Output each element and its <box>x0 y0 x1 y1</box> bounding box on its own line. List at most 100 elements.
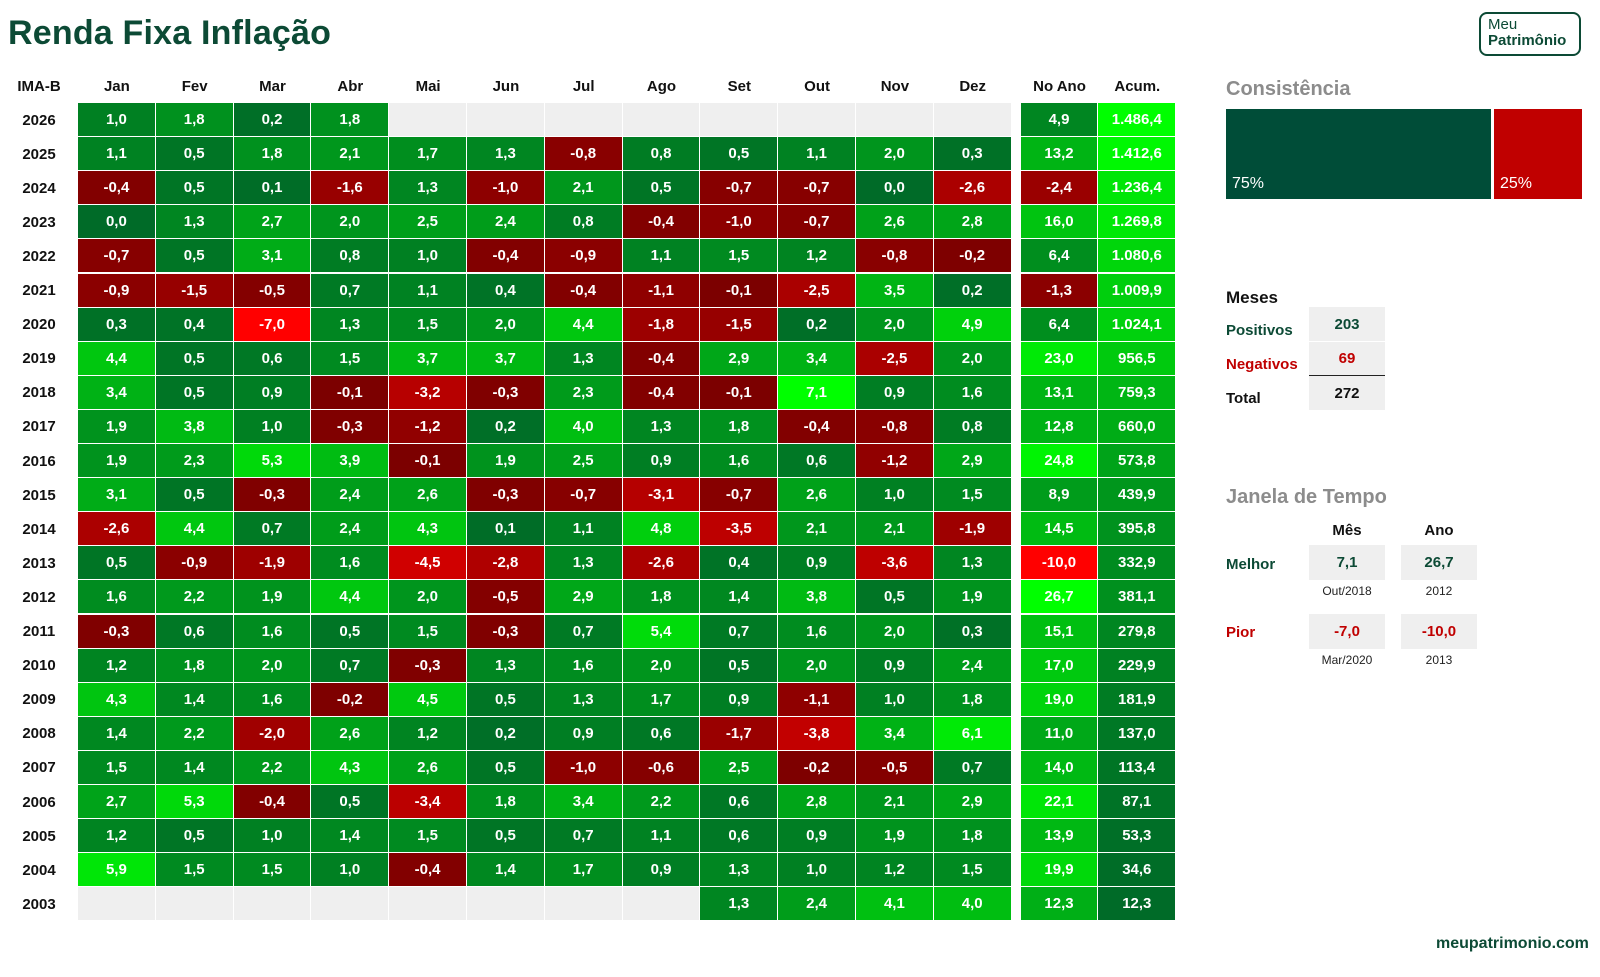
heatmap-cell: 4,5 <box>389 682 467 717</box>
months-title: Meses <box>1226 288 1278 307</box>
month-header: Mar <box>259 77 286 95</box>
heatmap-cell: 1,6 <box>700 444 779 479</box>
heatmap-cell: 1,5 <box>155 853 234 888</box>
month-header: Jan <box>103 77 130 95</box>
heatmap-cell: 0,5 <box>622 171 701 206</box>
heatmap-cell: -0,2 <box>311 682 390 717</box>
heatmap-cell: -0,5 <box>856 750 934 785</box>
year-label: 2011 <box>22 623 56 641</box>
month-header: Fev <box>181 77 208 95</box>
col-year-header: Ano <box>1424 522 1454 539</box>
heatmap-cell: -0,4 <box>78 171 156 206</box>
heatmap-cell: 2,0 <box>622 648 701 683</box>
worst-year-date: 2013 <box>1425 653 1453 667</box>
year-label: 2003 <box>22 895 56 913</box>
heatmap-cell: -2,5 <box>856 341 934 376</box>
heatmap-cell: -0,1 <box>700 273 779 308</box>
year-total-cell: 24,8 <box>1020 444 1099 479</box>
heatmap-cell: 5,3 <box>233 444 312 479</box>
year-label: 2019 <box>22 350 56 368</box>
heatmap-cell: 1,6 <box>233 614 312 649</box>
heatmap-cell: -4,5 <box>389 546 467 581</box>
worst-label: Pior <box>1226 624 1256 641</box>
year-label: 2016 <box>22 452 56 470</box>
year-total-cell: 14,5 <box>1020 512 1099 547</box>
heatmap-cell: -3,1 <box>622 478 701 513</box>
heatmap-cell: -2,6 <box>933 171 1012 206</box>
heatmap-cell: 1,1 <box>389 273 467 308</box>
heatmap-cell: 1,3 <box>700 853 779 888</box>
heatmap-cell: 2,0 <box>856 137 934 172</box>
heatmap-cell: 2,7 <box>233 205 312 240</box>
heatmap-cell: -0,1 <box>700 375 779 410</box>
heatmap-cell: -0,4 <box>622 341 701 376</box>
heatmap-cell: 0,2 <box>233 103 312 138</box>
accumulated-cell: 137,0 <box>1098 716 1177 751</box>
best-year-value: 26,7 <box>1401 545 1477 580</box>
year-label: 2023 <box>22 213 56 231</box>
heatmap-cell-empty <box>544 887 623 922</box>
heatmap-cell: 2,0 <box>467 307 545 342</box>
heatmap-cell: 2,2 <box>155 716 234 751</box>
heatmap-cell: 2,5 <box>389 205 467 240</box>
heatmap-cell: 0,2 <box>467 716 545 751</box>
heatmap-cell: -1,2 <box>856 444 934 479</box>
heatmap-cell: 1,3 <box>311 307 390 342</box>
heatmap-cell: -0,8 <box>856 409 934 444</box>
year-label: 2018 <box>22 384 56 402</box>
year-label: 2022 <box>22 247 56 265</box>
heatmap-cell: 2,9 <box>700 341 779 376</box>
heatmap-cell: 2,9 <box>933 785 1012 820</box>
heatmap-cell: 1,3 <box>155 205 234 240</box>
heatmap-cell: 1,5 <box>389 307 467 342</box>
month-header: Abr <box>337 77 364 95</box>
heatmap-cell: 4,4 <box>544 307 623 342</box>
year-label: 2014 <box>22 520 56 538</box>
heatmap-cell: 2,4 <box>467 205 545 240</box>
heatmap-cell: 2,0 <box>856 614 934 649</box>
heatmap-cell: 0,4 <box>700 546 779 581</box>
heatmap-cell: -0,4 <box>778 409 856 444</box>
heatmap-cell-empty <box>389 103 467 138</box>
accumulated-cell: 1.009,9 <box>1098 273 1177 308</box>
heatmap-cell: 4,4 <box>78 341 156 376</box>
heatmap-cell: 0,6 <box>622 716 701 751</box>
heatmap-cell: -0,3 <box>467 614 545 649</box>
heatmap-cell: 1,1 <box>778 137 856 172</box>
heatmap-cell: 1,0 <box>233 409 312 444</box>
heatmap-cell: -0,7 <box>544 478 623 513</box>
year-total-cell: 19,9 <box>1020 853 1099 888</box>
heatmap-cell: 0,8 <box>311 239 390 274</box>
year-label: 2005 <box>22 827 56 845</box>
heatmap-cell: 0,2 <box>778 307 856 342</box>
accumulated-cell: 1.412,6 <box>1098 137 1177 172</box>
heatmap-cell: 2,0 <box>933 341 1012 376</box>
heatmap-cell: -0,4 <box>467 239 545 274</box>
heatmap-cell: 1,3 <box>467 137 545 172</box>
accumulated-cell: 279,8 <box>1098 614 1177 649</box>
heatmap-cell: -0,1 <box>311 375 390 410</box>
heatmap-cell: -0,5 <box>467 580 545 615</box>
accumulated-cell: 87,1 <box>1098 785 1177 820</box>
accumulated-cell: 660,0 <box>1098 409 1177 444</box>
heatmap-cell: 2,2 <box>622 785 701 820</box>
heatmap-cell: 0,9 <box>778 819 856 854</box>
heatmap-cell: -0,3 <box>78 614 156 649</box>
footer-site: meupatrimonio.com <box>1436 935 1589 952</box>
heatmap-cell: 1,0 <box>856 478 934 513</box>
heatmap-cell: 2,6 <box>311 716 390 751</box>
heatmap-cell: 1,3 <box>389 171 467 206</box>
heatmap-cell: 1,9 <box>467 444 545 479</box>
heatmap-cell: 2,6 <box>778 478 856 513</box>
heatmap-cell: -2,0 <box>233 716 312 751</box>
heatmap-cell: 1,8 <box>622 580 701 615</box>
time-window-title: Janela de Tempo <box>1226 486 1387 508</box>
heatmap-cell: 6,1 <box>933 716 1012 751</box>
heatmap-cell: 2,6 <box>856 205 934 240</box>
year-total-cell: 17,0 <box>1020 648 1099 683</box>
heatmap-cell: 1,7 <box>389 137 467 172</box>
year-total-cell: 26,7 <box>1020 580 1099 615</box>
heatmap-cell: 2,0 <box>311 205 390 240</box>
months-total-divider <box>1309 375 1385 376</box>
heatmap-cell: -1,8 <box>622 307 701 342</box>
